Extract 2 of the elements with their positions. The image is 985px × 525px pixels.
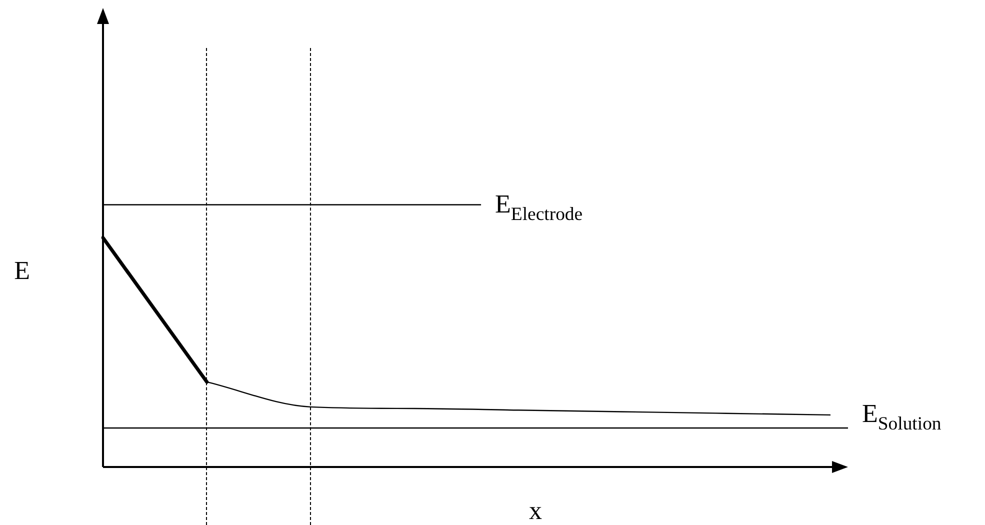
x-axis-title: x: [529, 496, 542, 525]
y-axis-title: E: [14, 256, 30, 285]
